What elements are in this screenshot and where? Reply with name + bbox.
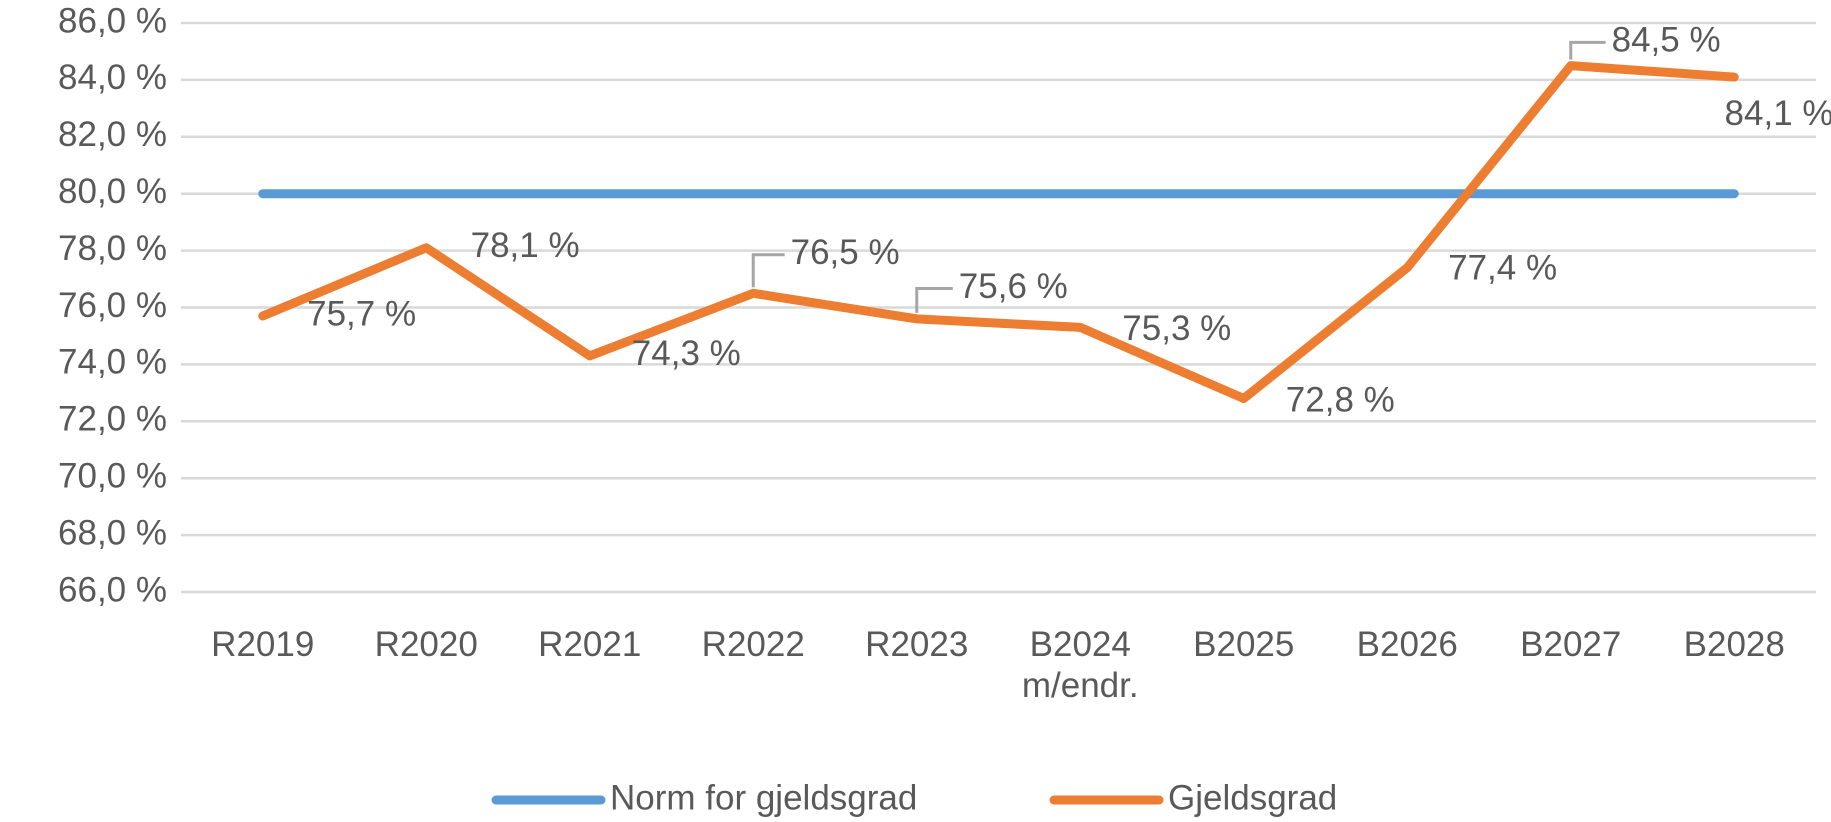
- data-label: 78,1 %: [471, 226, 580, 265]
- x-tick-label: B2025: [1193, 625, 1295, 664]
- x-tick-label: R2019: [211, 625, 315, 664]
- x-tick-label: B2026: [1356, 625, 1458, 664]
- y-tick-label: 72,0 %: [58, 400, 167, 439]
- y-tick-label: 82,0 %: [58, 115, 167, 154]
- data-label: 72,8 %: [1286, 380, 1395, 419]
- y-tick-label: 78,0 %: [58, 229, 167, 268]
- x-tick-label: R2023: [865, 625, 969, 664]
- data-label: 75,7 %: [307, 294, 416, 333]
- y-tick-label: 74,0 %: [58, 343, 167, 382]
- y-tick-label: 66,0 %: [58, 570, 167, 609]
- x-tick-label: B2027: [1520, 625, 1622, 664]
- y-tick-label: 80,0 %: [58, 172, 167, 211]
- leader-line: [1569, 40, 1606, 60]
- data-label: 75,6 %: [959, 267, 1068, 306]
- legend-label: Gjeldsgrad: [1168, 778, 1337, 817]
- y-tick-label: 84,0 %: [58, 58, 167, 97]
- y-tick-label: 68,0 %: [58, 513, 167, 552]
- data-label: 84,1 %: [1725, 94, 1831, 133]
- x-tick-label: B2028: [1683, 625, 1785, 664]
- x-tick-label: R2022: [701, 625, 805, 664]
- y-tick-label: 86,0 %: [58, 1, 167, 40]
- data-label: 77,4 %: [1448, 248, 1557, 287]
- y-tick-label: 76,0 %: [58, 286, 167, 325]
- y-tick-label: 70,0 %: [58, 456, 167, 495]
- series-line: [258, 61, 1739, 404]
- leader-line: [751, 253, 785, 288]
- data-label: 75,3 %: [1122, 309, 1231, 348]
- x-tick-label: R2021: [538, 625, 642, 664]
- x-tick-label: R2020: [374, 625, 478, 664]
- data-label: 74,3 %: [632, 334, 741, 373]
- data-label: 84,5 %: [1612, 21, 1721, 60]
- data-label: 76,5 %: [791, 233, 900, 272]
- x-tick-label: B2024 m/endr.: [1021, 625, 1139, 705]
- leader-line: [915, 287, 953, 313]
- legend-label: Norm for gjeldsgrad: [610, 778, 917, 817]
